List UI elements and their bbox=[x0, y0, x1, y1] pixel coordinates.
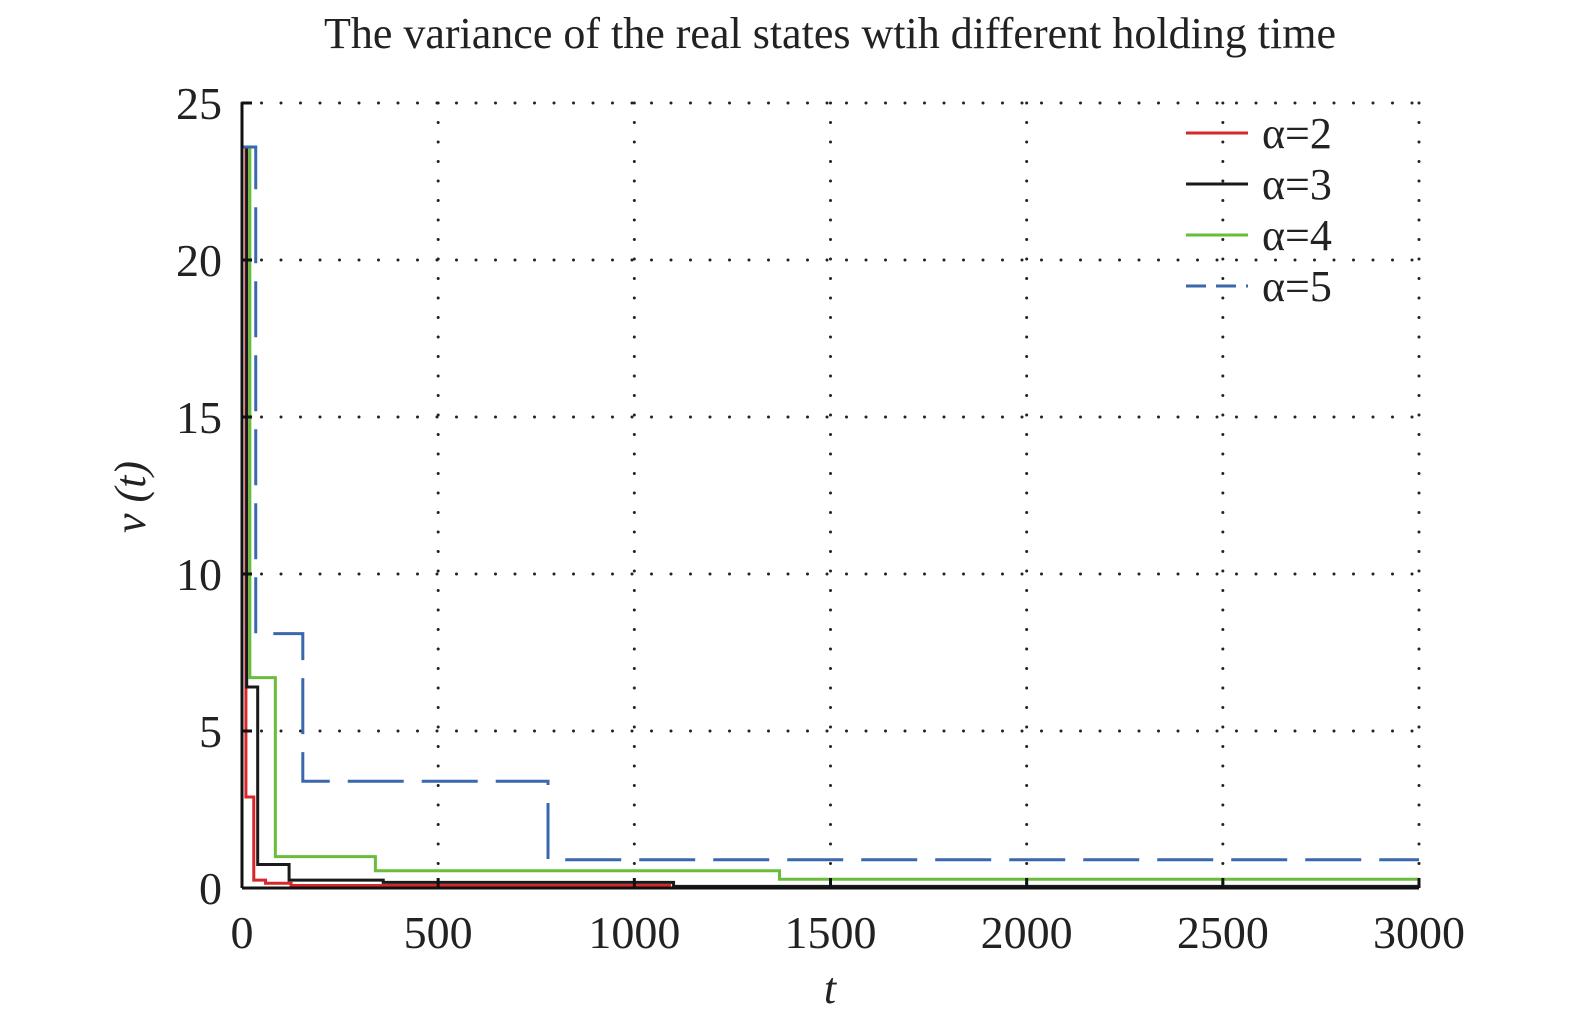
tick-labels: 0 500 1000 1500 2000 2500 3000 0 5 10 15 20 25 bbox=[176, 78, 1465, 958]
y-axis-label: v (t) bbox=[106, 461, 155, 533]
chart-title: The variance of the real states wtih dif… bbox=[324, 9, 1336, 58]
x-axis-label: t bbox=[824, 964, 838, 1013]
legend-label-1: α=2 bbox=[1262, 109, 1332, 158]
series-line-2 bbox=[242, 145, 1419, 888]
series-line-3 bbox=[242, 145, 1419, 881]
y-tick-label: 20 bbox=[176, 235, 222, 286]
series-line-4 bbox=[242, 145, 1419, 862]
legend-label-2: α=3 bbox=[1262, 160, 1332, 209]
legend-label-4: α=5 bbox=[1262, 262, 1332, 311]
y-tick-label: 10 bbox=[176, 549, 222, 600]
x-tick-label: 500 bbox=[404, 907, 473, 958]
series-group bbox=[242, 145, 1419, 888]
x-tick-label: 2000 bbox=[981, 907, 1073, 958]
x-tick-label: 1000 bbox=[588, 907, 680, 958]
grid bbox=[240, 101, 1421, 890]
y-tick-label: 0 bbox=[199, 863, 222, 914]
y-tick-label: 15 bbox=[176, 392, 222, 443]
x-tick-label: 0 bbox=[231, 907, 254, 958]
legend-label-3: α=4 bbox=[1262, 211, 1332, 260]
y-tick-label: 25 bbox=[176, 78, 222, 129]
axes bbox=[240, 101, 1421, 890]
series-line-1 bbox=[242, 145, 672, 887]
x-tick-label: 2500 bbox=[1177, 907, 1269, 958]
y-tick-label: 5 bbox=[199, 706, 222, 757]
legend: α=2α=3α=4α=5 bbox=[1186, 109, 1332, 311]
x-tick-label: 1500 bbox=[785, 907, 877, 958]
x-tick-label: 3000 bbox=[1373, 907, 1465, 958]
